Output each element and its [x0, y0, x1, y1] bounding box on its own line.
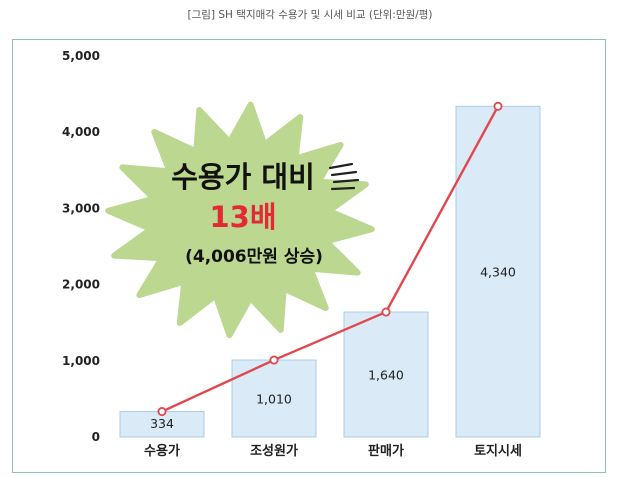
y-axis: 0 1,000 2,000 3,000 4,000 5,000 — [62, 49, 100, 444]
trend-line — [157, 101, 503, 417]
trend-point — [269, 355, 279, 365]
trend-point — [493, 101, 503, 111]
y-tick-label: 3,000 — [62, 201, 100, 215]
y-tick-label: 5,000 — [62, 49, 100, 63]
callout-line-1: 수용가 대비 — [171, 160, 315, 194]
callout: 수용가 대비 13배 (4,006만원 상승) — [171, 160, 360, 267]
y-tick-label: 4,000 — [62, 125, 100, 139]
bar — [343, 311, 429, 438]
speed-line — [328, 162, 354, 170]
chart-caption: [그림] SH 택지매각 수용가 및 시세 비교 (단위:만원/평) — [187, 9, 433, 21]
y-tick-label: 0 — [92, 430, 100, 444]
callout-line-2: 13배 — [209, 200, 276, 234]
speed-lines — [328, 162, 360, 191]
speed-line — [330, 186, 356, 191]
y-tick-label: 2,000 — [62, 278, 100, 292]
bar — [455, 105, 541, 438]
bar-value-label: 4,340 — [480, 265, 516, 280]
speed-line — [332, 178, 360, 184]
y-tick-label: 1,000 — [62, 354, 100, 368]
x-tick-label: 수용가 — [144, 443, 180, 459]
trend-point — [157, 407, 167, 417]
x-tick-label: 토지시세 — [474, 444, 522, 459]
bar-value-label: 1,640 — [368, 368, 404, 383]
speed-line — [330, 170, 358, 177]
trend-point — [381, 307, 391, 317]
bar-value-label: 334 — [150, 416, 174, 431]
trend-line-path — [161, 105, 500, 413]
x-tick-label: 조성원가 — [250, 444, 298, 459]
callout-line-3: (4,006만원 상승) — [185, 247, 323, 267]
bar-value-label: 1,010 — [256, 392, 292, 407]
x-tick-label: 판매가 — [368, 443, 404, 459]
